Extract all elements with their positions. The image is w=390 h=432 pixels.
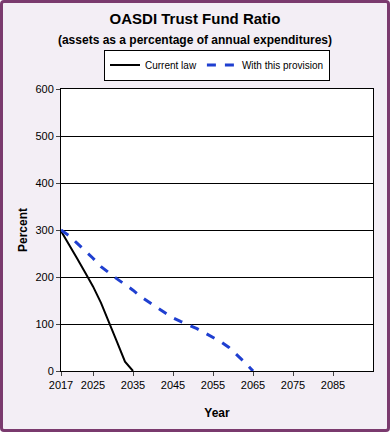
svg-text:Percent: Percent <box>16 208 30 252</box>
svg-text:0: 0 <box>48 365 54 377</box>
svg-text:Year: Year <box>204 406 230 420</box>
svg-text:2055: 2055 <box>201 379 225 391</box>
svg-text:500: 500 <box>35 130 53 142</box>
svg-text:2035: 2035 <box>121 379 145 391</box>
svg-text:2075: 2075 <box>281 379 305 391</box>
svg-text:OASDI Trust Fund Ratio(assets: OASDI Trust Fund Ratio(assets as a perce… <box>58 10 332 47</box>
svg-text:2085: 2085 <box>321 379 345 391</box>
svg-text:300: 300 <box>35 224 53 236</box>
svg-text:400: 400 <box>35 177 53 189</box>
svg-text:2025: 2025 <box>81 379 105 391</box>
svg-text:Current law: Current law <box>145 60 197 71</box>
svg-text:2045: 2045 <box>161 379 185 391</box>
svg-text:200: 200 <box>35 271 53 283</box>
svg-text:With this provision: With this provision <box>242 60 323 71</box>
svg-text:2017: 2017 <box>49 379 73 391</box>
svg-text:600: 600 <box>35 83 53 95</box>
svg-text:100: 100 <box>35 318 53 330</box>
svg-text:2065: 2065 <box>241 379 265 391</box>
